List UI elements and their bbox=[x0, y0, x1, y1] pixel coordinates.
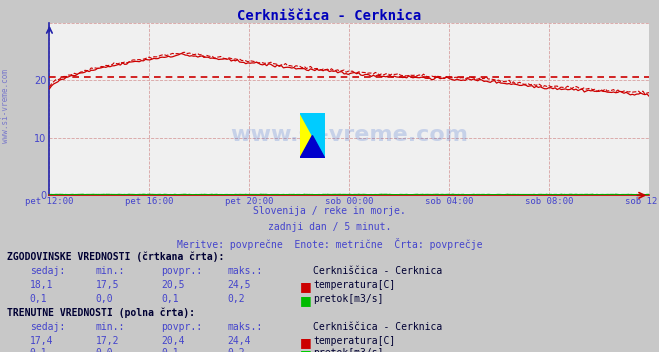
Text: 24,4: 24,4 bbox=[227, 336, 251, 346]
Text: min.:: min.: bbox=[96, 266, 125, 276]
Text: 0,1: 0,1 bbox=[30, 348, 47, 352]
Text: temperatura[C]: temperatura[C] bbox=[313, 336, 395, 346]
Text: temperatura[C]: temperatura[C] bbox=[313, 280, 395, 290]
Text: Cerkniščica - Cerknica: Cerkniščica - Cerknica bbox=[237, 9, 422, 23]
Text: 17,5: 17,5 bbox=[96, 280, 119, 290]
Text: 24,5: 24,5 bbox=[227, 280, 251, 290]
Text: maks.:: maks.: bbox=[227, 322, 262, 332]
Text: pretok[m3/s]: pretok[m3/s] bbox=[313, 294, 384, 304]
Text: www.si-vreme.com: www.si-vreme.com bbox=[230, 125, 469, 145]
Text: 0,2: 0,2 bbox=[227, 348, 245, 352]
Text: Cerkniščica - Cerknica: Cerkniščica - Cerknica bbox=[313, 266, 442, 276]
Text: 20,5: 20,5 bbox=[161, 280, 185, 290]
Text: sedaj:: sedaj: bbox=[30, 266, 65, 276]
Text: ■: ■ bbox=[300, 294, 312, 307]
Text: ZGODOVINSKE VREDNOSTI (črtkana črta):: ZGODOVINSKE VREDNOSTI (črtkana črta): bbox=[7, 252, 224, 262]
Text: sedaj:: sedaj: bbox=[30, 322, 65, 332]
Text: 0,0: 0,0 bbox=[96, 294, 113, 304]
Text: 0,2: 0,2 bbox=[227, 294, 245, 304]
Text: 18,1: 18,1 bbox=[30, 280, 53, 290]
Text: www.si-vreme.com: www.si-vreme.com bbox=[1, 69, 10, 143]
Text: 0,1: 0,1 bbox=[30, 294, 47, 304]
Text: ■: ■ bbox=[300, 280, 312, 293]
Text: 0,0: 0,0 bbox=[96, 348, 113, 352]
Text: TRENUTNE VREDNOSTI (polna črta):: TRENUTNE VREDNOSTI (polna črta): bbox=[7, 308, 194, 319]
Text: ■: ■ bbox=[300, 348, 312, 352]
Polygon shape bbox=[300, 113, 325, 158]
Text: povpr.:: povpr.: bbox=[161, 266, 202, 276]
Text: 17,4: 17,4 bbox=[30, 336, 53, 346]
Text: povpr.:: povpr.: bbox=[161, 322, 202, 332]
Text: Cerkniščica - Cerknica: Cerkniščica - Cerknica bbox=[313, 322, 442, 332]
Text: 20,4: 20,4 bbox=[161, 336, 185, 346]
Polygon shape bbox=[300, 113, 325, 158]
Text: maks.:: maks.: bbox=[227, 266, 262, 276]
Text: min.:: min.: bbox=[96, 322, 125, 332]
Text: Slovenija / reke in morje.: Slovenija / reke in morje. bbox=[253, 206, 406, 216]
Polygon shape bbox=[300, 136, 325, 158]
Text: 0,1: 0,1 bbox=[161, 348, 179, 352]
Text: 17,2: 17,2 bbox=[96, 336, 119, 346]
Text: ■: ■ bbox=[300, 336, 312, 349]
Text: zadnji dan / 5 minut.: zadnji dan / 5 minut. bbox=[268, 222, 391, 232]
Text: 0,1: 0,1 bbox=[161, 294, 179, 304]
Text: pretok[m3/s]: pretok[m3/s] bbox=[313, 348, 384, 352]
Text: Meritve: povprečne  Enote: metrične  Črta: povprečje: Meritve: povprečne Enote: metrične Črta:… bbox=[177, 238, 482, 250]
